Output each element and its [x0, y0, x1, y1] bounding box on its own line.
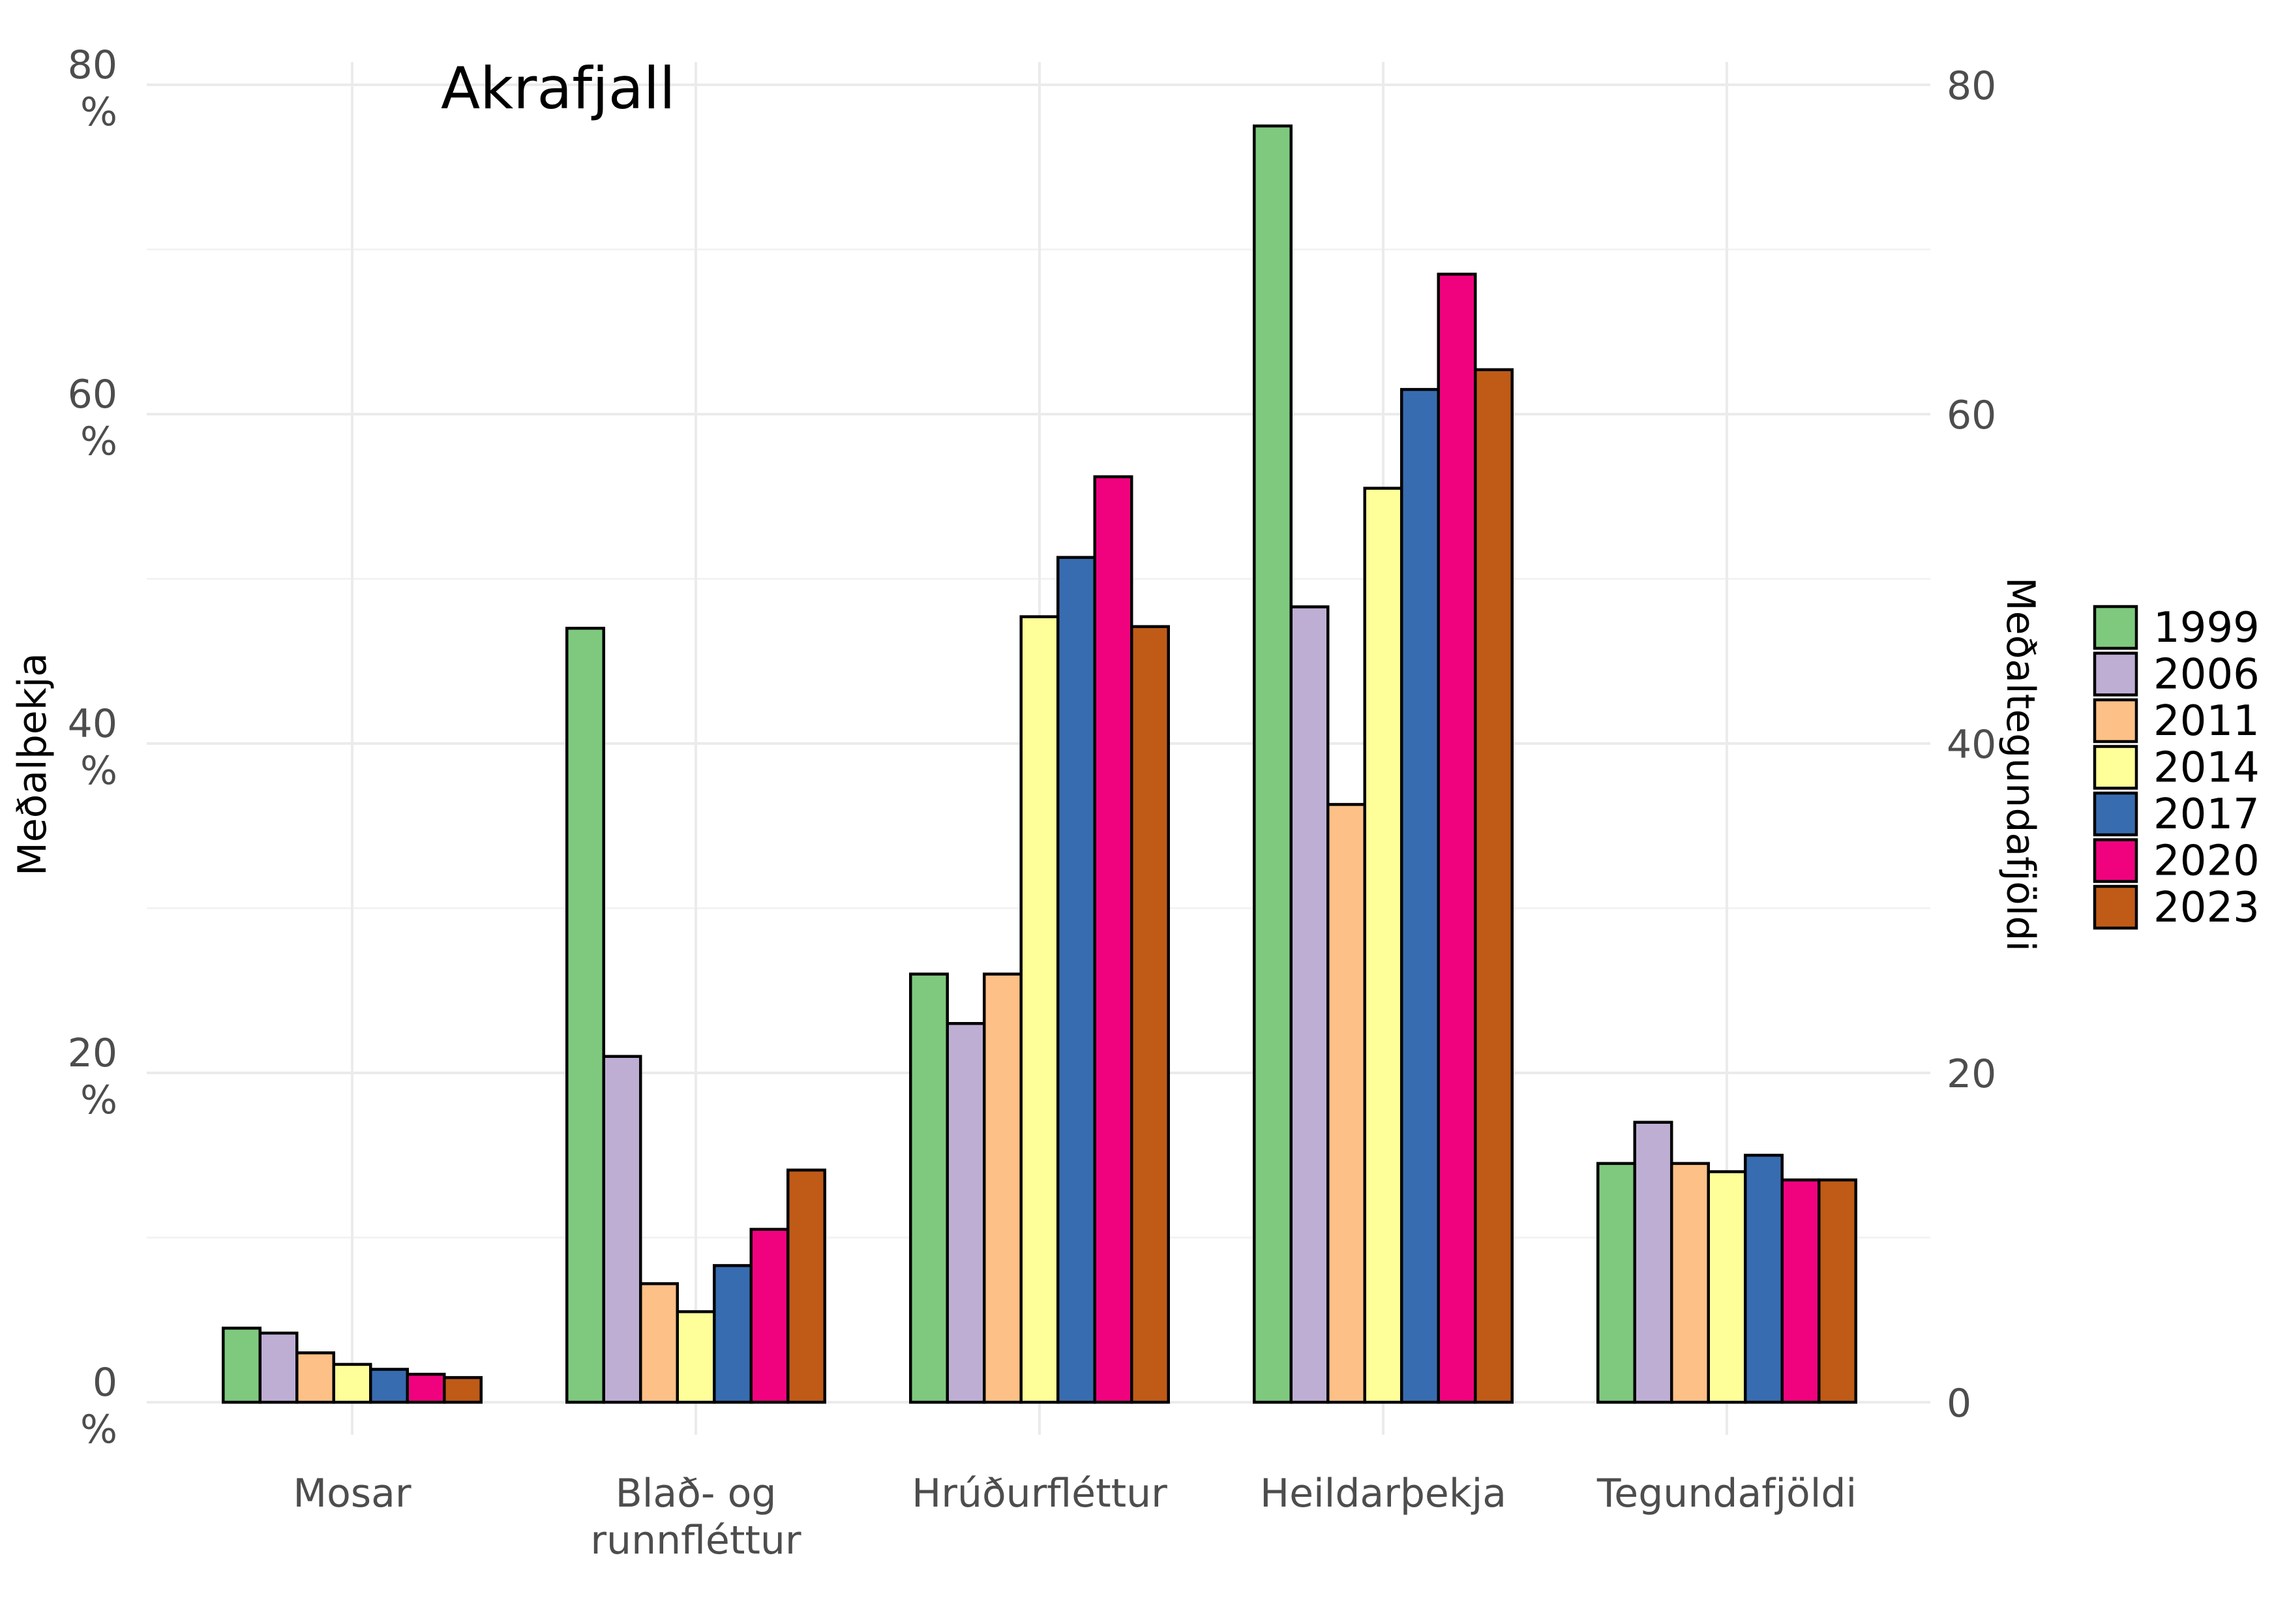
- bar-2023-0: [443, 1376, 483, 1404]
- y-tick-label: 40%: [68, 701, 117, 794]
- y-tick-label-line: %: [80, 1407, 117, 1452]
- y2-tick-label: 60: [1947, 393, 1996, 438]
- legend-label-2011: 2011: [2153, 697, 2260, 745]
- x-tick-label-line: Mosar: [293, 1471, 411, 1516]
- bar-2011-1: [639, 1282, 679, 1404]
- y-tick-label-line: 80: [68, 42, 117, 88]
- bar-2017-3: [1400, 387, 1440, 1404]
- bar-2017-4: [1744, 1154, 1784, 1404]
- bar-2020-1: [749, 1227, 790, 1404]
- bar-2014-2: [1019, 615, 1060, 1404]
- bar-2023-3: [1474, 368, 1514, 1404]
- y-tick-label-line: 40: [68, 701, 117, 747]
- x-tick-label: Tegundafjöldi: [1596, 1471, 1857, 1516]
- legend-key-2023: [2093, 884, 2138, 930]
- legend-key-2006: [2093, 652, 2138, 697]
- bar-2006-3: [1289, 605, 1330, 1404]
- bar-2006-0: [258, 1331, 299, 1404]
- bar-2011-3: [1326, 803, 1366, 1404]
- y-tick-label-line: %: [80, 1077, 117, 1123]
- bar-2014-4: [1707, 1170, 1747, 1404]
- legend-label-2017: 2017: [2153, 790, 2260, 839]
- y2-tick-label: 0: [1947, 1381, 1971, 1426]
- y-tick-label-line: %: [80, 419, 117, 464]
- x-tick-label-line: runnfléttur: [590, 1518, 801, 1563]
- x-tick-label-line: Tegundafjöldi: [1596, 1471, 1857, 1516]
- bar-2017-0: [369, 1368, 409, 1404]
- y2-tick-label: 20: [1947, 1051, 1996, 1097]
- x-tick-label-line: Heildarþekja: [1260, 1471, 1506, 1516]
- bar-2020-3: [1437, 273, 1477, 1404]
- legend-label-1999: 1999: [2153, 604, 2260, 652]
- bar-2006-4: [1633, 1120, 1673, 1404]
- x-tick-label: Hrúðurfléttur: [912, 1471, 1167, 1516]
- y-tick-label: 80%: [68, 42, 117, 135]
- bar-2006-1: [602, 1055, 642, 1404]
- bar-2014-0: [332, 1362, 372, 1404]
- legend-key-2014: [2093, 745, 2138, 790]
- bars: [222, 124, 1857, 1404]
- y2-axis-title: Meðaltegundafjöldi: [1997, 577, 2043, 952]
- bar-1999-1: [565, 627, 605, 1404]
- y-tick-label: 60%: [68, 372, 117, 464]
- x-tick-label: Mosar: [293, 1471, 411, 1516]
- bar-2011-0: [295, 1351, 335, 1404]
- y-tick-label-line: 20: [68, 1030, 117, 1076]
- bar-2023-2: [1130, 625, 1170, 1404]
- legend-label-2006: 2006: [2153, 651, 2260, 699]
- bar-2023-1: [786, 1168, 826, 1404]
- chart-title: Akrafjall: [441, 55, 676, 122]
- x-tick-label-line: Hrúðurfléttur: [912, 1471, 1167, 1516]
- y-tick-label: 20%: [68, 1030, 117, 1123]
- bar-1999-3: [1253, 124, 1293, 1404]
- x-tick-label: Heildarþekja: [1260, 1471, 1506, 1516]
- bar-2017-2: [1056, 556, 1096, 1404]
- legend-label-2020: 2020: [2153, 837, 2260, 886]
- legend-label-2014: 2014: [2153, 744, 2260, 792]
- y-tick-label-line: %: [80, 89, 117, 135]
- y-axis-title: Meðalþekja: [10, 653, 55, 876]
- bar-2006-2: [946, 1022, 986, 1404]
- y2-tick-label: 80: [1947, 63, 1996, 109]
- bar-1999-0: [222, 1327, 262, 1404]
- legend-key-2020: [2093, 838, 2138, 883]
- bar-1999-4: [1596, 1162, 1636, 1404]
- bar-2020-2: [1093, 475, 1133, 1404]
- bar-2020-4: [1780, 1178, 1821, 1404]
- legend-key-1999: [2093, 605, 2138, 650]
- x-tick-label-line: Blað- og: [616, 1471, 777, 1516]
- bar-2014-3: [1363, 487, 1403, 1404]
- bar-2017-1: [713, 1264, 753, 1404]
- bar-2011-2: [983, 972, 1023, 1404]
- bar-1999-2: [909, 972, 949, 1404]
- y-tick-label-line: %: [80, 748, 117, 794]
- bar-2020-0: [406, 1372, 446, 1404]
- bar-2014-1: [676, 1310, 716, 1404]
- bar-2023-4: [1818, 1178, 1857, 1404]
- y-tick-label-line: 60: [68, 372, 117, 417]
- legend-key-2011: [2093, 698, 2138, 744]
- y-tick-label: 0%: [80, 1360, 117, 1452]
- bar-2011-4: [1670, 1162, 1710, 1404]
- x-tick-label: Blað- og runnfléttur: [590, 1471, 801, 1563]
- legend-key-2017: [2093, 791, 2138, 837]
- legend-label-2023: 2023: [2153, 884, 2260, 932]
- y2-tick-label: 40: [1947, 722, 1996, 768]
- y-tick-label-line: 0: [93, 1360, 117, 1406]
